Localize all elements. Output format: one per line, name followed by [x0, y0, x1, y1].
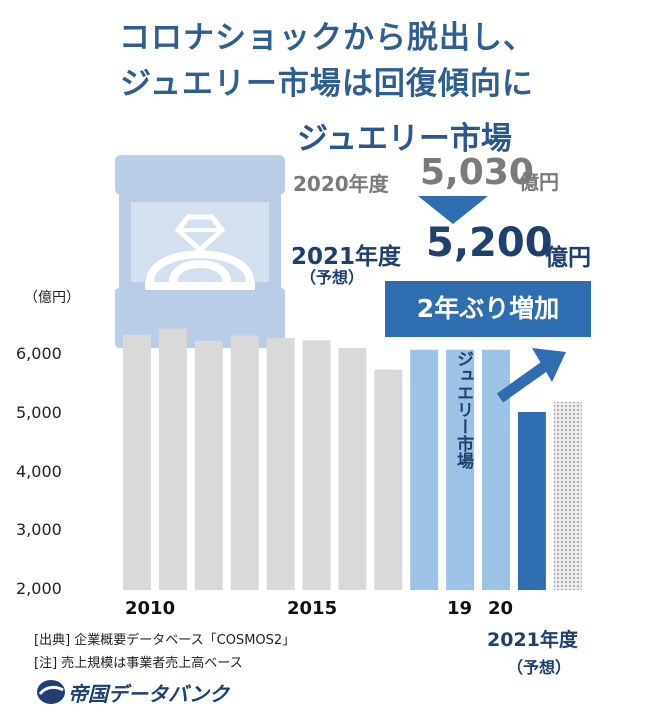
x-tick-label: 20 [488, 598, 514, 619]
x-tick-label: 2015 [287, 598, 338, 619]
previous-year-label: 2020年度 [293, 172, 389, 196]
bar-2013 [266, 337, 295, 590]
market-title: ジュエリー市場 [297, 121, 512, 157]
bar-2014 [302, 340, 331, 590]
increase-badge: 2年ぶり増加 [385, 281, 591, 337]
footnote: [注] 売上規模は事業者売上高ベース [34, 656, 243, 671]
bar-2016 [374, 369, 403, 590]
headline-line-2: ジュエリー市場は回復傾向に [120, 66, 534, 102]
x-forecast-note: （予想） [507, 658, 572, 677]
y-tick-label: 3,000 [16, 520, 62, 540]
y-tick-label: 5,000 [16, 402, 62, 422]
y-tick-label: 2,000 [16, 579, 62, 598]
x-tick-label: 2010 [125, 598, 176, 619]
bar-2019 [482, 349, 510, 590]
up-arrow-icon [496, 348, 566, 403]
x-forecast-year-label: 2021年度 [487, 629, 578, 651]
bar-2011 [194, 340, 223, 590]
down-arrow-icon [418, 196, 488, 224]
forecast-year-label: 2021年度 [291, 244, 402, 270]
headline-line-1: コロナショックから脱出し、 [119, 20, 535, 56]
bar-2009 [123, 335, 151, 590]
company-logo-icon [37, 680, 65, 704]
previous-year-value: 5,030 [420, 152, 534, 193]
forecast-note: （予想） [300, 268, 365, 287]
bar-2021 [553, 402, 582, 590]
y-axis-unit-label: （億円） [24, 290, 80, 306]
source-note: [出典] 企業概要データベース「COSMOS2」 [34, 633, 296, 648]
bar-2017 [410, 349, 439, 590]
ring-box-icon [115, 155, 285, 348]
forecast-value: 5,200 [426, 220, 553, 266]
bar-2018 [446, 349, 475, 590]
previous-year-unit: 億円 [519, 170, 559, 194]
company-logo-text: 帝国データバンク [68, 682, 229, 706]
forecast-unit: 億円 [545, 245, 591, 271]
x-tick-label: 19 [447, 598, 473, 619]
y-tick-label: 4,000 [16, 461, 62, 481]
bar-2020 [517, 411, 546, 590]
bar-2012 [230, 335, 259, 590]
y-tick-label: 6,000 [16, 344, 62, 363]
bar-2010 [158, 328, 187, 590]
series-label: ジュエリー市場 [453, 350, 473, 469]
bar-2015 [338, 347, 367, 590]
